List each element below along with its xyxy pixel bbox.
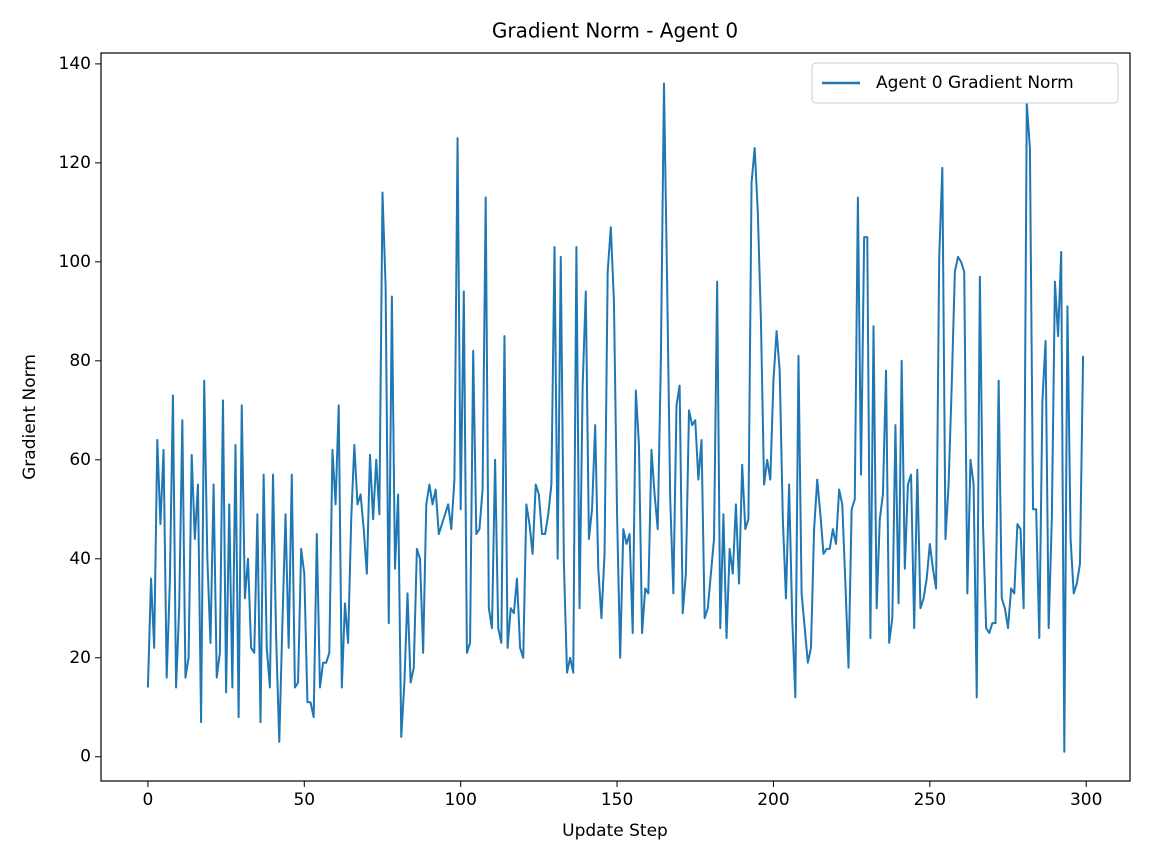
y-tick-label: 100 — [59, 252, 91, 272]
y-axis-label: Gradient Norm — [20, 354, 40, 480]
x-tick-label: 200 — [757, 790, 789, 810]
x-tick-label: 250 — [914, 790, 946, 810]
y-tick-label: 0 — [80, 747, 91, 767]
y-tick-label: 80 — [69, 351, 91, 371]
plot-frame — [100, 52, 1131, 782]
y-tick-label: 20 — [69, 648, 91, 668]
chart-title: Gradient Norm - Agent 0 — [492, 19, 738, 43]
x-tick-label: 300 — [1070, 790, 1102, 810]
x-tick-label: 0 — [143, 790, 154, 810]
y-tick-label: 140 — [59, 54, 91, 74]
legend-label: Agent 0 Gradient Norm — [876, 73, 1074, 93]
x-tick-label: 50 — [293, 790, 315, 810]
x-tick-label: 150 — [601, 790, 633, 810]
y-tick-label: 120 — [59, 153, 91, 173]
x-axis-label: Update Step — [562, 821, 668, 841]
x-tick-label: 100 — [444, 790, 476, 810]
y-tick-label: 40 — [69, 549, 91, 569]
y-tick-label: 60 — [69, 450, 91, 470]
legend-box — [811, 62, 1119, 104]
data-line — [146, 82, 1085, 753]
